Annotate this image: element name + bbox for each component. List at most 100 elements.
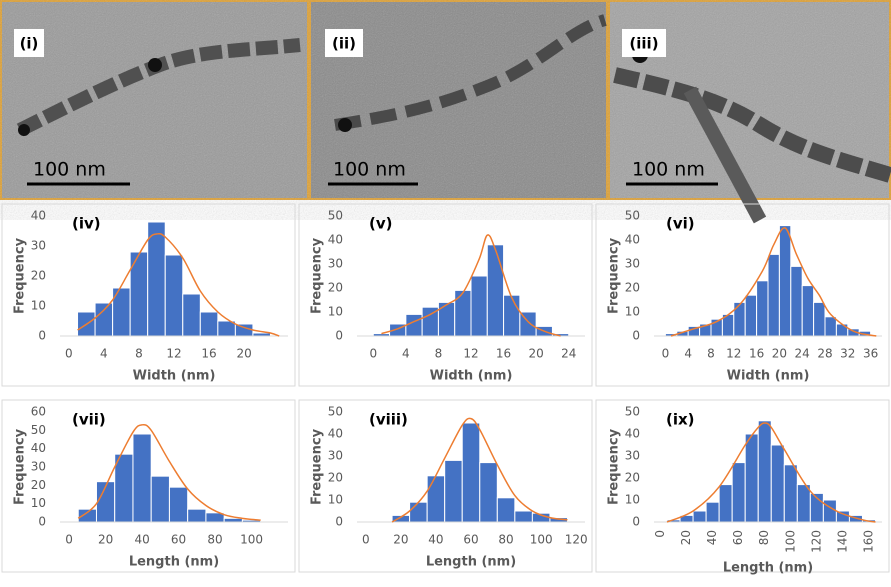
y-tick-label: 40 [31,441,46,455]
y-tick-label: 50 [328,405,343,419]
bar [756,280,769,337]
x-tick-label: 80 [207,533,222,547]
bar [409,501,428,523]
x-tick-label: 120 [809,530,823,553]
bar [778,225,792,337]
y-tick-label: 30 [31,239,46,253]
bar [182,293,201,337]
x-tick-label: 20 [772,347,787,361]
bar [496,497,516,523]
bar [168,486,189,523]
y-tick-label: 50 [625,209,640,223]
bar [426,475,446,523]
bar [503,294,521,337]
y-tick-label: 0 [632,515,640,529]
scale-bar-label: 100 nm [632,159,705,181]
bar [731,462,746,523]
nanorod-chain [613,67,891,183]
fit-curve [77,423,261,521]
panel-label: (v) [369,215,393,233]
y-axis-label: Frequency [13,428,28,505]
y-tick-label: 10 [328,305,343,319]
x-tick-label: 4 [100,347,108,361]
y-tick-label: 40 [625,427,640,441]
y-tick-label: 0 [38,515,46,529]
bar [705,501,720,523]
bar [757,420,772,523]
bar [744,294,758,337]
y-tick-label: 40 [625,233,640,247]
fit-curve [391,417,568,523]
bar [790,265,803,337]
plot-frame [595,399,890,573]
x-axis-label: Length (nm) [129,555,219,570]
nanorod-chain [334,14,607,131]
particle [148,58,162,72]
x-tick-label: 20 [237,347,252,361]
bar [223,517,243,523]
bar [454,289,472,337]
bar [199,311,219,337]
image-label: (i) [20,35,39,53]
bar [114,453,134,523]
x-tick-label: 60 [171,533,186,547]
x-tick-label: 0 [65,347,73,361]
x-tick-label: 20 [98,533,113,547]
y-tick-label: 20 [328,471,343,485]
x-tick-label: 100 [240,533,263,547]
bar [77,508,97,523]
bar [692,510,707,523]
fit-curve [666,422,876,523]
y-tick-label: 10 [625,493,640,507]
panel-label: (viii) [369,411,408,429]
y-tick-label: 50 [31,423,46,437]
bar [744,433,759,523]
bar [150,475,170,523]
bar [824,316,837,337]
x-tick-label: 20 [679,530,693,545]
plot-frame [595,203,890,387]
y-tick-label: 10 [328,493,343,507]
x-tick-label: 12 [166,347,181,361]
bar [733,301,746,337]
x-tick-label: 4 [402,347,410,361]
x-tick-label: 60 [463,533,478,547]
bar [783,464,798,523]
y-tick-label: 40 [31,209,46,223]
image-label: (ii) [332,35,356,53]
x-tick-label: 24 [561,347,576,361]
x-tick-label: 0 [362,533,370,547]
bar [461,422,481,523]
label-box [14,29,44,57]
y-tick-label: 50 [328,209,343,223]
y-tick-label: 60 [31,405,46,419]
x-tick-label: 140 [835,530,849,553]
x-axis-label: Width (nm) [727,369,810,384]
x-tick-label: 32 [840,347,855,361]
scale-bar-label: 100 nm [33,159,106,181]
bar [822,499,837,523]
y-tick-label: 30 [31,460,46,474]
x-tick-label: 80 [757,530,771,545]
x-tick-label: 120 [565,533,588,547]
x-axis-label: Length (nm) [723,561,813,576]
x-tick-label: 60 [731,530,745,545]
x-tick-label: 16 [749,347,764,361]
image-label: (iii) [629,35,658,53]
x-tick-label: 8 [135,347,143,361]
panel-label: (iv) [72,215,101,233]
x-tick-label: 8 [435,347,443,361]
fit-curve [77,232,280,337]
y-axis-label: Frequency [310,237,325,314]
y-tick-label: 20 [31,478,46,492]
x-tick-label: 40 [134,533,149,547]
bar [801,285,815,337]
x-tick-label: 80 [498,533,513,547]
bar [164,254,184,337]
y-tick-label: 0 [38,329,46,343]
x-tick-label: 100 [783,530,797,553]
y-tick-label: 30 [328,257,343,271]
bar [835,323,849,337]
bar [132,433,152,523]
fit-curve [670,227,877,337]
